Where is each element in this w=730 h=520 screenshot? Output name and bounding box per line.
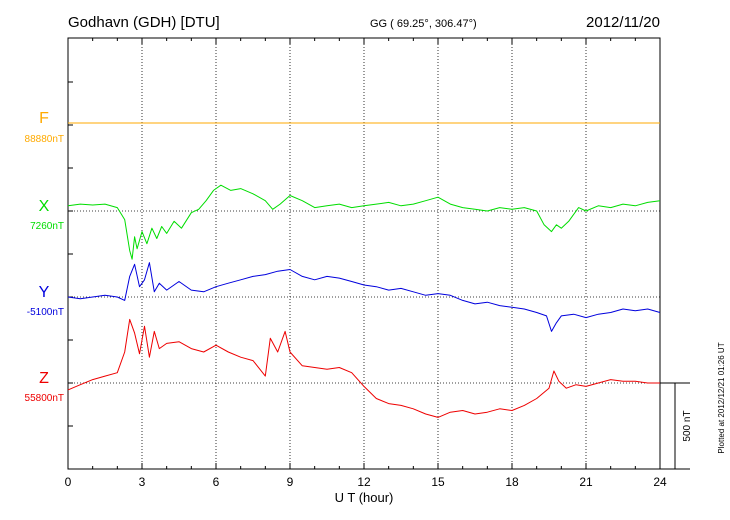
series-name-z: Z	[39, 370, 49, 387]
series-name-y: Y	[39, 284, 50, 301]
grid-lines	[68, 38, 660, 469]
axis-ticks: 0 3 6 9 12 15 18 21 24	[65, 38, 667, 489]
x-tick-label: 3	[139, 475, 146, 489]
x-axis-label: U T (hour)	[335, 490, 394, 505]
x-tick-label: 21	[579, 475, 593, 489]
scale-bar-label: 500 nT	[682, 410, 693, 441]
series-labels: F 88880nT X 7260nT Y -5100nT Z 55800nT	[25, 110, 64, 404]
series-line-x	[67, 184, 661, 260]
scale-bar: 500 nT	[660, 382, 693, 470]
plot-date: 2012/11/20	[586, 14, 660, 31]
series-baseline-x: 7260nT	[30, 221, 64, 232]
plotted-timestamp: Plotted at 2012/12/21 01:26 UT	[717, 342, 726, 453]
station-title: Godhavn (GDH) [DTU]	[68, 14, 220, 31]
x-tick-label: 0	[65, 475, 72, 489]
x-tick-label: 15	[431, 475, 445, 489]
series-baseline-y: -5100nT	[27, 307, 64, 318]
x-tick-label: 6	[213, 475, 220, 489]
x-tick-label: 12	[357, 475, 371, 489]
series-name-x: X	[39, 198, 50, 215]
x-tick-label: 24	[653, 475, 667, 489]
series-line-y	[67, 262, 661, 332]
series-name-f: F	[39, 110, 49, 127]
series-baseline-f: 88880nT	[25, 134, 64, 145]
x-tick-label: 9	[287, 475, 294, 489]
series-baseline-z: 55800nT	[25, 393, 64, 404]
series-layer	[67, 122, 661, 418]
station-coords: GG ( 69.25°, 306.47°)	[370, 18, 477, 30]
x-tick-label: 18	[505, 475, 519, 489]
series-line-z	[67, 318, 660, 418]
